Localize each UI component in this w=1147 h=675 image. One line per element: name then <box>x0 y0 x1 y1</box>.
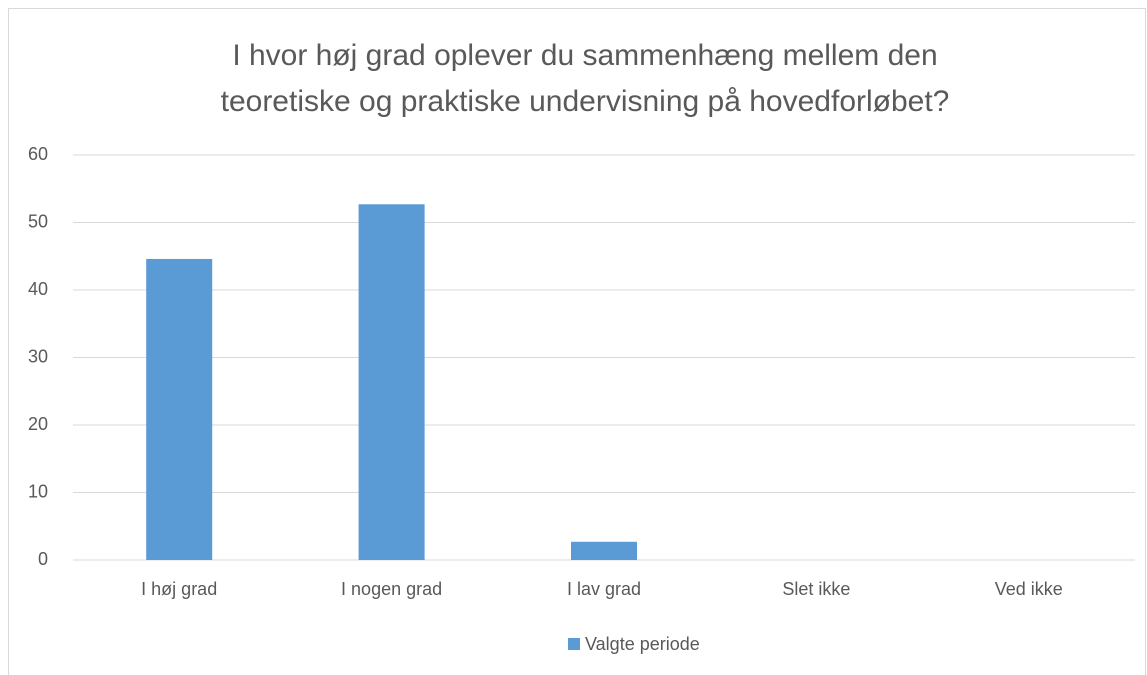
y-tick-label: 10 <box>28 481 48 501</box>
y-tick-label: 40 <box>28 279 48 299</box>
y-tick-label: 0 <box>38 549 48 569</box>
chart-title: I hvor høj grad oplever du sammenhæng me… <box>232 39 937 72</box>
y-tick-label: 30 <box>28 346 48 366</box>
x-tick-label: Slet ikke <box>782 579 850 599</box>
bar <box>358 204 425 560</box>
bar <box>146 258 213 560</box>
x-tick-label: I høj grad <box>141 579 217 599</box>
x-tick-label: Ved ikke <box>995 579 1063 599</box>
x-tick-label: I nogen grad <box>341 579 442 599</box>
chart-title: teoretiske og praktiske undervisning på … <box>221 85 950 118</box>
y-tick-label: 20 <box>28 414 48 434</box>
y-tick-label: 60 <box>28 144 48 164</box>
bar <box>571 541 637 560</box>
x-tick-label: I lav grad <box>567 579 641 599</box>
y-tick-label: 50 <box>28 211 48 231</box>
legend-swatch <box>568 638 580 650</box>
legend-label: Valgte periode <box>585 634 700 654</box>
